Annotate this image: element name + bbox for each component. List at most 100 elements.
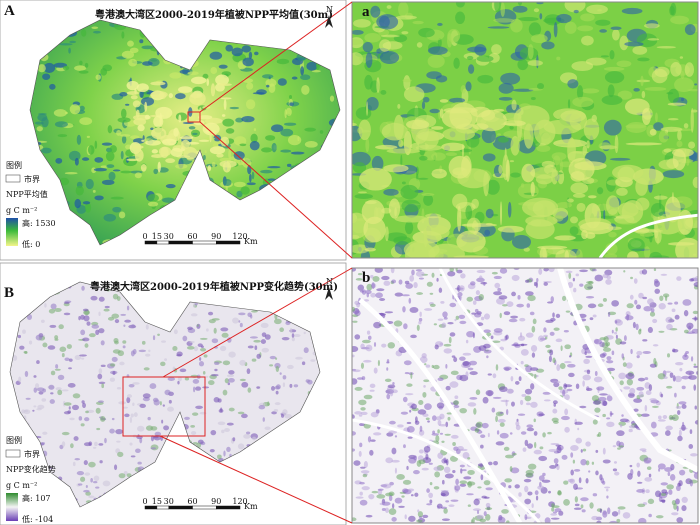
- texture: [476, 510, 480, 515]
- texture: [363, 216, 386, 243]
- texture: [203, 155, 206, 161]
- texture: [81, 29, 87, 37]
- texture: [352, 448, 356, 452]
- texture: [360, 362, 364, 369]
- texture: [107, 316, 115, 321]
- boundary: [29, 19, 341, 246]
- zoom-indicator: [122, 1, 353, 524]
- texture: [608, 520, 618, 523]
- texture: [74, 354, 82, 361]
- texture: [437, 38, 442, 48]
- texture: [125, 103, 130, 106]
- texture: [432, 430, 436, 435]
- texture: [83, 310, 90, 315]
- texture: [580, 13, 595, 22]
- texture: [176, 351, 183, 357]
- scale-label: 30: [164, 232, 174, 241]
- texture: [615, 319, 623, 326]
- texture: [368, 493, 375, 500]
- texture: [533, 8, 540, 13]
- texture: [449, 332, 456, 337]
- texture: [126, 91, 139, 95]
- texture: [505, 408, 509, 416]
- texture: [50, 370, 56, 376]
- texture: [254, 51, 259, 56]
- texture: [157, 333, 160, 336]
- texture: [441, 108, 473, 129]
- texture: [355, 496, 364, 499]
- texture: [419, 356, 428, 364]
- texture: [676, 140, 683, 148]
- texture: [517, 413, 526, 416]
- texture: [249, 173, 252, 183]
- texture: [175, 112, 188, 121]
- texture: [190, 424, 195, 428]
- texture: [445, 421, 449, 428]
- texture: [548, 355, 552, 363]
- texture: [83, 315, 90, 322]
- texture: [583, 358, 590, 364]
- inset-a: [352, 2, 698, 258]
- texture: [586, 4, 608, 15]
- texture: [649, 398, 657, 402]
- texture: [558, 386, 563, 390]
- texture: [559, 362, 566, 370]
- legend-variable: NPP平均值: [6, 189, 48, 199]
- texture: [625, 372, 635, 380]
- texture: [65, 111, 68, 114]
- texture: [422, 514, 429, 519]
- texture: [629, 464, 633, 468]
- texture: [525, 469, 535, 475]
- texture: [417, 409, 427, 415]
- texture: [222, 118, 235, 127]
- texture: [465, 339, 469, 344]
- texture: [357, 272, 363, 276]
- texture: [443, 466, 451, 474]
- texture: [582, 448, 587, 452]
- texture: [131, 324, 135, 328]
- texture: [416, 292, 424, 295]
- texture: [468, 360, 478, 366]
- texture: [606, 421, 615, 428]
- texture: [363, 461, 368, 468]
- texture: [535, 281, 539, 288]
- texture: [516, 303, 524, 308]
- texture: [80, 423, 85, 427]
- texture: [381, 508, 387, 512]
- texture: [228, 370, 235, 375]
- texture: [401, 31, 409, 35]
- texture: [161, 419, 164, 424]
- texture: [419, 311, 422, 317]
- texture: [402, 78, 412, 83]
- texture: [694, 420, 698, 425]
- texture: [218, 64, 228, 69]
- texture: [193, 91, 197, 100]
- texture: [168, 93, 173, 99]
- texture: [690, 453, 698, 457]
- texture: [211, 338, 219, 344]
- texture: [507, 201, 512, 218]
- texture: [141, 139, 145, 142]
- texture: [585, 295, 595, 299]
- texture: [388, 508, 397, 516]
- texture: [619, 423, 623, 428]
- texture: [429, 303, 436, 307]
- texture: [433, 323, 437, 326]
- texture: [681, 496, 688, 504]
- texture: [462, 352, 472, 356]
- scale-label: 0: [142, 497, 147, 506]
- texture: [622, 362, 627, 367]
- texture: [364, 247, 376, 252]
- texture: [499, 422, 505, 427]
- texture: [493, 275, 502, 280]
- texture: [280, 149, 292, 153]
- texture: [666, 323, 673, 331]
- texture: [114, 319, 120, 324]
- texture: [359, 499, 368, 506]
- texture: [664, 467, 673, 472]
- texture: [182, 335, 188, 342]
- texture: [284, 109, 287, 119]
- texture: [660, 482, 669, 486]
- texture: [467, 504, 471, 507]
- texture: [145, 139, 161, 146]
